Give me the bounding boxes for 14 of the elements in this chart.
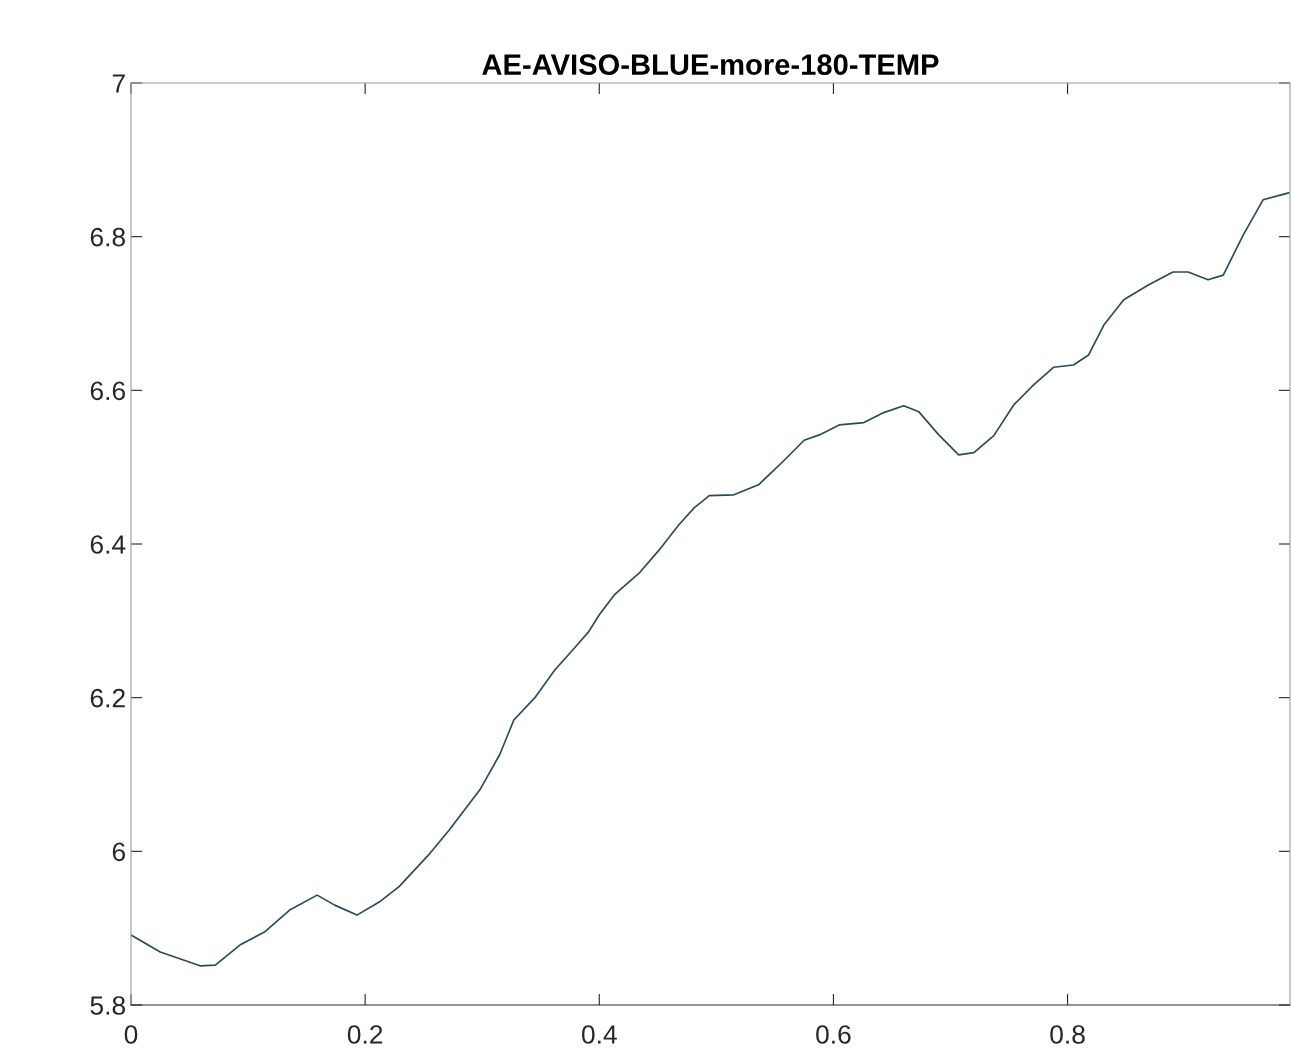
x-tick-label: 0.8 xyxy=(1050,1025,1085,1044)
y-tick-label: 6.6 xyxy=(90,381,125,401)
x-tick-label: 0 xyxy=(124,1025,138,1044)
y-tick-label: 6 xyxy=(112,842,125,862)
x-tick-label: 0.2 xyxy=(347,1025,383,1044)
y-tick-label: 6.2 xyxy=(90,688,125,708)
y-tick-label: 6.8 xyxy=(90,227,125,247)
x-tick-label: 0.4 xyxy=(581,1025,617,1044)
y-tick-label: 6.4 xyxy=(90,535,126,554)
y-tick-label: 5.8 xyxy=(90,996,125,1015)
x-tick-label: 0.6 xyxy=(816,1025,851,1044)
y-tick-label: 7 xyxy=(112,74,125,93)
line-series xyxy=(131,192,1290,967)
chart-title: AE-AVISO-BLUE-more-180-TEMP xyxy=(482,54,939,75)
